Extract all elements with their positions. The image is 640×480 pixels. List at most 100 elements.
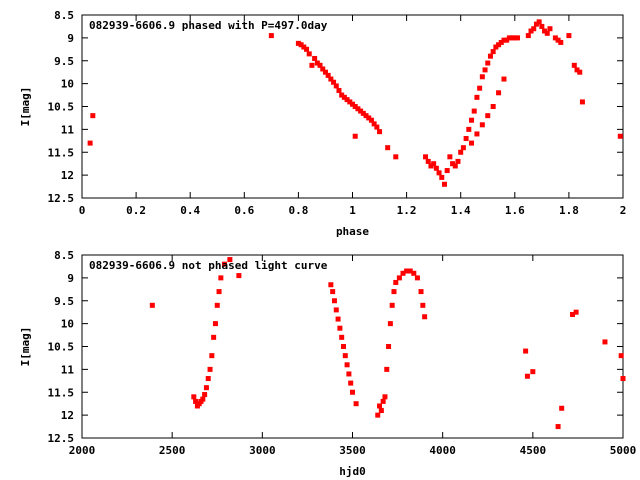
plot1-x-tick-label: 0.2 — [126, 204, 146, 217]
plot1-data-point — [333, 83, 339, 89]
plot1-data-point — [493, 44, 499, 50]
plot1-data-point — [501, 37, 507, 43]
plot1-data-point — [479, 74, 485, 80]
plot1-data-point — [466, 126, 472, 132]
plot1-data-point — [469, 140, 475, 146]
plot1-data-point — [350, 101, 355, 107]
plot2-data-point — [573, 309, 579, 315]
plot2-y-axis-label: I[mag] — [19, 327, 32, 367]
plot2-data-point — [205, 376, 211, 382]
plot1-data-point — [358, 108, 364, 114]
plot1-x-tick-label: 0.4 — [180, 204, 200, 217]
plot2-data-point — [353, 401, 359, 407]
plot1-data-point — [487, 53, 493, 59]
plot1-x-tick-label: 1 — [349, 204, 356, 217]
plot2-data-point — [193, 398, 199, 404]
plot2-y-tick-label: 8.5 — [54, 249, 74, 262]
plot2-data-point — [384, 366, 390, 372]
plot2-data-point — [530, 369, 536, 375]
plot2-data-point — [375, 412, 381, 418]
plot2-data-point — [212, 321, 218, 327]
plot2-data-point — [342, 353, 348, 359]
plot2-y-tick-label: 9 — [67, 272, 74, 285]
plot2-annotation: 082939-6606.9 not phased light curve — [89, 259, 328, 272]
plot1-x-tick-label: 1.2 — [397, 204, 417, 217]
plot2-x-tick-label: 2500 — [159, 444, 186, 457]
plot1-data-point — [393, 154, 399, 160]
plot1-data-point — [450, 161, 456, 167]
plot1-data-point — [539, 23, 545, 29]
plot1-data-point — [325, 72, 331, 78]
plot1-data-point — [577, 69, 583, 75]
plot2-data-point — [382, 394, 388, 400]
plot2-y-tick-label: 11.5 — [48, 386, 75, 399]
plot2-data-point — [618, 353, 624, 359]
plot2-data-point — [422, 314, 428, 320]
plot2-data-point — [203, 385, 209, 391]
plot2-data-point — [404, 268, 410, 274]
plot2-data-point — [386, 344, 392, 349]
plot2-data-point — [328, 282, 334, 288]
plot1-y-axis-label: I[mag] — [19, 87, 32, 127]
plot2-data-point — [340, 344, 346, 349]
plot1-data-point — [525, 33, 531, 39]
plot1-data-point — [547, 26, 553, 32]
plot1-data-point — [374, 124, 380, 130]
plot1-data-point — [341, 94, 347, 100]
plot2-data-point — [227, 257, 233, 263]
plot1-data-point — [268, 33, 274, 39]
plot2-data-point — [420, 302, 426, 308]
plot1-data-point — [322, 69, 328, 75]
plot1-x-tick-label: 0.8 — [288, 204, 308, 217]
plot2-frame — [81, 254, 624, 439]
plot1-data-point — [423, 154, 429, 160]
plot1-data-point — [501, 76, 507, 82]
plot1-data-point — [496, 90, 502, 96]
plot2-x-tick-label: 3000 — [249, 444, 276, 457]
plot2-data-point — [377, 403, 383, 409]
plot1-data-point — [533, 21, 539, 27]
plot1-y-tick-label: 10 — [61, 78, 74, 91]
plot1-y-tick-label: 11 — [61, 123, 75, 136]
plot2-data-point — [414, 275, 420, 281]
plot2-data-point — [211, 334, 217, 340]
plot1-data-point — [306, 51, 312, 57]
plot1-data-point — [314, 60, 320, 66]
plot1-data-point — [485, 113, 491, 119]
plot1-data-point — [439, 174, 445, 180]
plot1-data-point — [352, 133, 358, 139]
plot1-data-point — [506, 35, 512, 41]
plot2-data-point — [602, 339, 608, 345]
plot1-data-point — [460, 145, 466, 151]
plot2-x-tick-label: 3500 — [339, 444, 366, 457]
plot1-data-point — [339, 92, 345, 98]
plot1-data-point — [512, 35, 518, 41]
plot1-data-point — [425, 158, 431, 164]
plot2-data-point — [524, 373, 530, 379]
plot1-data-point — [482, 67, 488, 73]
plot2-data-point — [346, 371, 352, 377]
plot2-data-point — [344, 362, 350, 368]
plot2-x-tick-label: 2000 — [69, 444, 96, 457]
plot2-data-point — [389, 302, 395, 308]
plot1-data-point — [309, 62, 315, 68]
plot1-y-tick-label: 9 — [67, 32, 74, 45]
plot1-data-point — [336, 87, 342, 93]
plot1-y-tick-label: 10.5 — [48, 101, 75, 114]
plot1-data-point — [360, 110, 366, 116]
plot1-data-point — [542, 28, 548, 34]
plot1-x-tick-label: 1.8 — [559, 204, 579, 217]
plot1-data-point — [366, 115, 372, 121]
plot1-data-point — [490, 104, 496, 109]
plot1-data-point — [444, 168, 450, 174]
plot2-data-point — [350, 389, 355, 395]
plot2-data-point — [555, 424, 561, 430]
plot1-data-point — [496, 42, 502, 48]
plot1-data-point — [498, 39, 504, 45]
plot1-x-tick-label: 1.4 — [451, 204, 471, 217]
plot2-data-point — [523, 348, 529, 354]
plot2-data-point — [378, 408, 384, 414]
plot1-data-point — [352, 104, 358, 109]
plot1-data-point — [87, 140, 93, 146]
plot1-data-point — [571, 62, 577, 68]
